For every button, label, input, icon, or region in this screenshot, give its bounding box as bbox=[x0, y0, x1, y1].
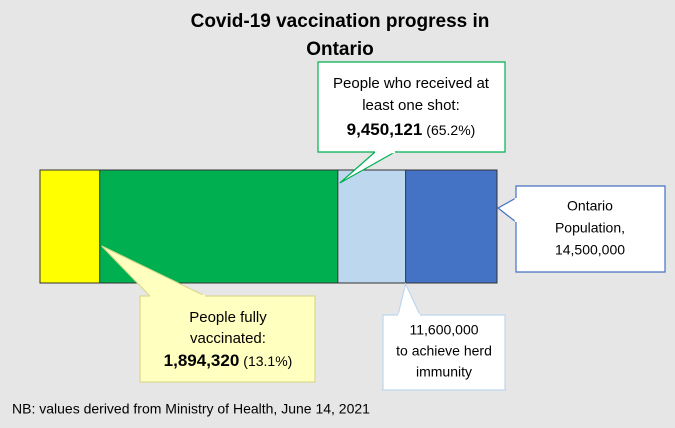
callout-label: People fully bbox=[189, 309, 267, 326]
value-label: 9,450,121 bbox=[347, 120, 423, 139]
callout-value: 9,450,121 (65.2%) bbox=[347, 120, 476, 139]
callout-label: least one shot: bbox=[362, 97, 460, 114]
callout-value: 14,500,000 bbox=[555, 242, 625, 258]
callout-box bbox=[382, 314, 506, 391]
percent-label: (13.1%) bbox=[243, 353, 292, 369]
callout-value: 1,894,320 (13.1%) bbox=[164, 351, 293, 370]
callout-label: immunity bbox=[416, 364, 472, 380]
callout-label: vaccinated: bbox=[190, 330, 266, 347]
callout-value: 11,600,000 bbox=[409, 322, 478, 338]
chart-title: Ontario bbox=[306, 39, 374, 60]
callout-label: People who received at bbox=[333, 75, 490, 92]
chart-title: Covid-19 vaccination progress in bbox=[191, 11, 490, 32]
percent-label: (65.2%) bbox=[426, 122, 475, 138]
callout-box bbox=[139, 295, 316, 383]
callout-label: Ontario bbox=[567, 198, 613, 214]
callout-label: Population, bbox=[555, 220, 625, 236]
bar-segment bbox=[39, 169, 101, 284]
callout-box bbox=[515, 185, 666, 273]
callout-box bbox=[317, 61, 506, 153]
callout-label: to achieve herd bbox=[396, 343, 492, 359]
footnote: NB: values derived from Ministry of Heal… bbox=[12, 401, 370, 417]
value-label: 1,894,320 bbox=[164, 351, 240, 370]
